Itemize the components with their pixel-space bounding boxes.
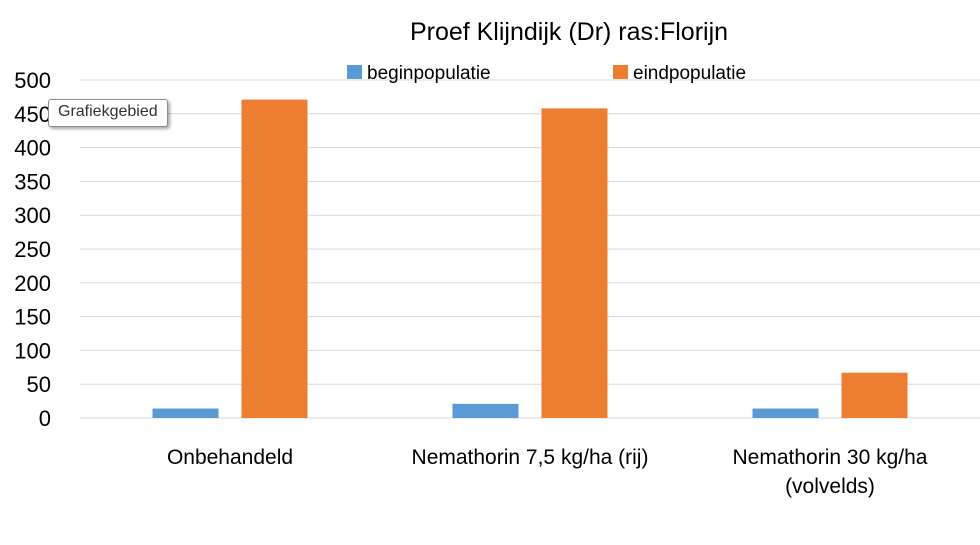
legend-label-beginpopulatie: beginpopulatie: [367, 63, 491, 84]
chart-title: Proef Klijndijk (Dr) ras:Florijn: [410, 18, 728, 46]
bar-beginpopulatie-1: [152, 408, 219, 418]
legend-swatch-eindpopulatie: [613, 65, 628, 79]
legend-label-eindpopulatie: eindpopulatie: [633, 63, 746, 84]
bar-eindpopulatie-2: [541, 108, 608, 418]
x-category-label-2: Nemathorin 7,5 kg/ha (rij): [412, 446, 649, 469]
y-tick-label-100: 100: [14, 338, 51, 363]
y-tick-label-50: 50: [27, 372, 51, 397]
y-tick-label-0: 0: [39, 406, 51, 431]
gridlines: [80, 79, 980, 419]
y-tick-label-150: 150: [14, 305, 51, 330]
y-tick-label-250: 250: [14, 237, 51, 262]
y-tick-label-300: 300: [14, 203, 51, 228]
legend-swatch-beginpopulatie: [347, 65, 362, 79]
bar-eindpopulatie-3: [841, 372, 908, 418]
x-axis-category-labels: Onbehandeld Nemathorin 7,5 kg/ha (rij) Nem…: [167, 446, 928, 498]
y-tick-label-400: 400: [14, 136, 51, 161]
bar-beginpopulatie-3: [752, 408, 819, 418]
y-axis-tick-labels: 0 50 100 150 200 250 300 350 400 450 500: [14, 68, 51, 431]
y-tick-label-200: 200: [14, 271, 51, 296]
bars: [152, 99, 908, 418]
x-category-label-1: Onbehandeld: [167, 446, 293, 469]
y-tick-label-350: 350: [14, 169, 51, 194]
bar-beginpopulatie-2: [452, 403, 519, 418]
legend: beginpopulatie eindpopulatie: [347, 63, 746, 84]
x-category-label-3: Nemathorin 30 kg/ha (volvelds): [733, 446, 928, 498]
bar-eindpopulatie-1: [241, 99, 308, 418]
y-tick-label-450: 450: [14, 102, 51, 127]
y-tick-label-500: 500: [14, 68, 51, 93]
chart-area-tooltip: Grafiekgebied: [48, 99, 168, 127]
